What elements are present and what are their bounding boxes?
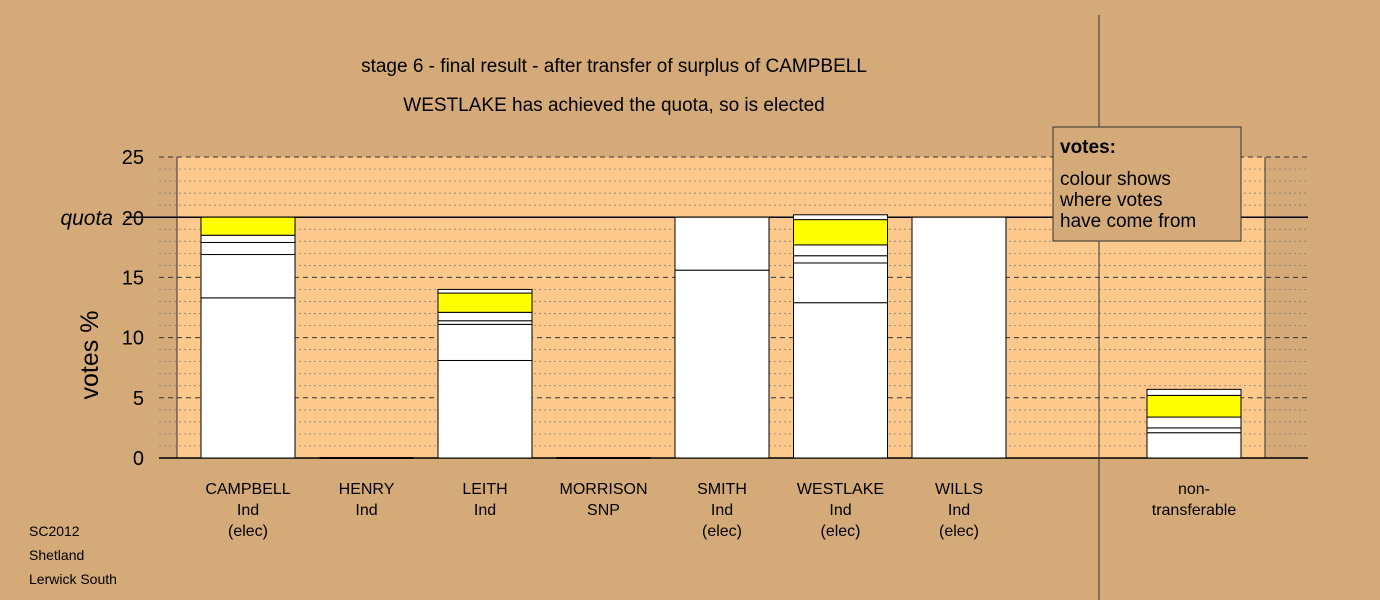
candidate-name: CAMPBELL xyxy=(205,481,290,498)
bar-segment xyxy=(911,216,1007,459)
y-axis: 0 5 10 15 20 25 xyxy=(122,147,144,470)
bar-segment xyxy=(674,216,770,271)
candidate-name: MORRISON xyxy=(560,481,648,498)
non-transferable-label: transferable xyxy=(1152,502,1237,519)
non-transferable-segment xyxy=(1146,427,1242,434)
bar-segment xyxy=(793,214,888,221)
candidate-name: SMITH xyxy=(697,481,747,498)
quota-label: quota xyxy=(60,207,113,230)
bar-segment xyxy=(437,359,533,459)
legend-line: colour shows xyxy=(1060,169,1171,190)
bar-segment xyxy=(793,244,888,257)
non-transferable-label: non- xyxy=(1178,481,1210,498)
bar-segment xyxy=(437,292,533,313)
bar-segment xyxy=(200,254,296,299)
chart-title: stage 6 - final result - after transfer … xyxy=(361,56,867,77)
y-axis-label: votes % xyxy=(76,311,104,400)
candidate-status: (elec) xyxy=(820,523,860,540)
candidate-name: WESTLAKE xyxy=(797,481,884,498)
bar-segment xyxy=(793,262,888,304)
legend-line: have come from xyxy=(1060,211,1196,232)
candidate-status: (elec) xyxy=(702,523,742,540)
bar-segment xyxy=(437,311,533,322)
footer-ward: Lerwick South xyxy=(29,571,117,587)
candidate-party: Ind xyxy=(474,502,496,519)
bar-segment xyxy=(437,323,533,361)
bar-segment xyxy=(200,241,296,256)
candidate-party: Ind xyxy=(829,502,851,519)
candidate-status: (elec) xyxy=(228,523,268,540)
candidate-party: Ind xyxy=(948,502,970,519)
legend-title: votes: xyxy=(1060,137,1116,158)
bar-segment xyxy=(437,288,533,294)
candidate-party: Ind xyxy=(237,502,259,519)
candidate-party: Ind xyxy=(711,502,733,519)
bar-segment xyxy=(793,255,888,264)
footer-council: Shetland xyxy=(29,547,84,563)
bar-segment xyxy=(437,320,533,325)
grid-lines xyxy=(126,156,1308,459)
candidate-party: SNP xyxy=(587,502,620,519)
footer-code: SC2012 xyxy=(29,523,80,539)
bars xyxy=(200,214,1242,459)
candidate-name: WILLS xyxy=(935,481,983,498)
candidate-name: LEITH xyxy=(462,481,507,498)
non-transferable-segment xyxy=(1146,394,1242,418)
non-transferable-segment xyxy=(1146,416,1242,429)
y-tick-label: 20 xyxy=(122,208,144,230)
legend-line: where votes xyxy=(1059,190,1162,211)
non-transferable-segment xyxy=(1146,432,1242,459)
bar-segment xyxy=(793,219,888,246)
bar-segment xyxy=(793,302,888,459)
bar-segment xyxy=(200,234,296,243)
bar-segment xyxy=(200,297,296,459)
y-tick-label: 0 xyxy=(133,448,144,470)
y-tick-label: 15 xyxy=(122,267,144,289)
candidate-name: HENRY xyxy=(339,481,395,498)
bar-segment xyxy=(200,216,296,236)
bar-segment xyxy=(674,269,770,459)
candidate-party: Ind xyxy=(355,502,377,519)
y-tick-label: 25 xyxy=(122,147,144,169)
legend-box: votes: colour shows where votes have com… xyxy=(1052,126,1242,242)
chart-subtitle: WESTLAKE has achieved the quota, so is e… xyxy=(403,95,824,116)
y-tick-label: 5 xyxy=(133,388,144,410)
category-labels: CAMPBELL Ind (elec) HENRY Ind LEITH Ind MORRISO… xyxy=(205,481,1236,540)
y-tick-label: 10 xyxy=(122,328,144,350)
non-transferable-segment xyxy=(1146,388,1242,396)
candidate-status: (elec) xyxy=(939,523,979,540)
